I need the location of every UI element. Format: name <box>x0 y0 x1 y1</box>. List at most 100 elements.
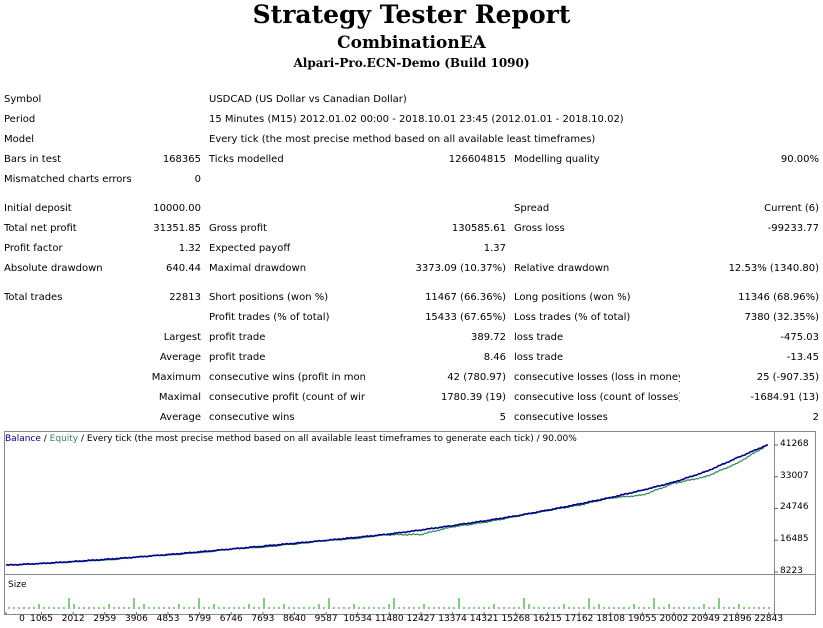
quality-label: Modelling quality <box>514 154 600 165</box>
rel-drawdown-value: 12.53% (1340.80) <box>728 263 820 274</box>
legend-sep: / <box>40 434 50 444</box>
maximal-loss-label: consecutive loss (count of losses) <box>514 392 680 403</box>
total-trades-label: Total trades <box>4 292 63 303</box>
largest-profit-value: 389.72 <box>471 332 506 343</box>
largest-loss-value: -475.03 <box>780 332 820 343</box>
legend-balance: Balance <box>5 434 41 444</box>
y-tick-label: 24746 <box>780 502 809 513</box>
y-tick-label: 33007 <box>780 470 809 481</box>
avg-cons-wins-value: 5 <box>499 412 506 423</box>
net-profit-value: 31351.85 <box>153 223 201 234</box>
mismatch-label: Mismatched charts errors <box>4 174 132 185</box>
row-largest: Largest profit trade 389.72 loss trade -… <box>0 328 823 348</box>
max-cons-wins-value: 42 (780.97) <box>447 372 506 383</box>
bars-value: 168365 <box>162 154 201 165</box>
largest-label: Largest <box>163 332 201 343</box>
initial-deposit-label: Initial deposit <box>4 203 72 214</box>
legend-description: / Every tick (the most precise method ba… <box>78 434 577 444</box>
maximal-profit-label: consecutive profit (count of wins) <box>209 392 365 403</box>
expected-payoff-label: Expected payoff <box>209 243 291 254</box>
max-drawdown-value: 3373.09 (10.37%) <box>415 263 506 274</box>
row-profit-trades: Profit trades (% of total) 15433 (67.65%… <box>0 308 823 328</box>
row-net-profit: Total net profit 31351.85 Gross profit 1… <box>0 219 823 239</box>
row-average: Average profit trade 8.46 loss trade -13… <box>0 348 823 368</box>
long-label: Long positions (won %) <box>514 292 631 303</box>
row-average-consecutive: Average consecutive wins 5 consecutive l… <box>0 408 823 428</box>
bars-label: Bars in test <box>4 154 61 165</box>
chart-frame <box>4 431 816 615</box>
x-tick-label: 0 <box>19 614 25 624</box>
expected-payoff-value: 1.37 <box>483 243 506 254</box>
gross-profit-label: Gross profit <box>209 223 267 234</box>
profit-factor-value: 1.32 <box>178 243 201 254</box>
maximal-loss-value: -1684.91 (13) <box>750 392 820 403</box>
equity-line <box>5 444 769 566</box>
net-profit-label: Total net profit <box>4 223 77 234</box>
legend-equity: Equity <box>49 434 79 444</box>
largest-loss-label: loss trade <box>514 332 564 343</box>
x-tick-label: 20949 <box>691 614 720 624</box>
x-tick-label: 8640 <box>283 614 306 624</box>
long-value: 11346 (68.96%) <box>738 292 820 303</box>
average-loss-value: -13.45 <box>786 352 820 363</box>
x-tick-label: 14321 <box>469 614 499 624</box>
balance-line <box>5 443 769 567</box>
x-tick-label: 4853 <box>156 614 180 624</box>
model-value: Every tick (the most precise method base… <box>209 134 596 145</box>
short-value: 11467 (66.36%) <box>425 292 506 303</box>
average-label: Average <box>159 352 201 363</box>
x-tick-label: 5799 <box>188 614 212 624</box>
rel-drawdown-label: Relative drawdown <box>514 263 610 274</box>
ticks-label: Ticks modelled <box>209 154 284 165</box>
x-tick-label: 7693 <box>251 614 275 624</box>
x-tick-label: 18108 <box>596 614 625 624</box>
profit-trades-label: Profit trades (% of total) <box>209 312 330 323</box>
server-name: Alpari-Pro.ECN-Demo (Build 1090) <box>293 56 530 70</box>
x-tick-label: 15268 <box>501 614 531 624</box>
spread-label: Spread <box>514 203 550 214</box>
max-cons-wins-label: consecutive wins (profit in money) <box>209 372 365 383</box>
x-tick-label: 22843 <box>754 614 784 624</box>
x-tick-label: 16215 <box>533 614 562 624</box>
x-tick-label: 2012 <box>61 614 85 624</box>
x-tick-label: 3906 <box>124 614 148 624</box>
profit-trades-value: 15433 (67.65%) <box>425 312 506 323</box>
ticks-value: 126604815 <box>448 154 506 165</box>
gross-profit-value: 130585.61 <box>451 223 506 234</box>
row-drawdown: Absolute drawdown 640.44 Maximal drawdow… <box>0 259 823 279</box>
average2-label: Average <box>159 412 201 423</box>
symbol-value: USDCAD (US Dollar vs Canadian Dollar) <box>209 94 407 105</box>
x-tick-label: 2959 <box>93 614 117 624</box>
abs-drawdown-label: Absolute drawdown <box>4 263 103 274</box>
average-loss-label: loss trade <box>514 352 564 363</box>
x-tick-label: 6746 <box>219 614 243 624</box>
maximal-label: Maximal <box>158 392 201 403</box>
x-tick-label: 10534 <box>343 614 373 624</box>
loss-trades-label: Loss trades (% of total) <box>514 312 631 323</box>
balance-chart <box>4 431 816 615</box>
row-total-trades: Total trades 22813 Short positions (won … <box>0 288 823 308</box>
row-deposit: Initial deposit 10000.00 Spread Current … <box>0 199 823 219</box>
row-period: Period 15 Minutes (M15) 2012.01.02 00:00… <box>0 110 823 130</box>
row-model: Model Every tick (the most precise metho… <box>0 130 823 150</box>
x-tick-label: 1065 <box>30 614 53 624</box>
expert-name: CombinationEA <box>337 33 486 53</box>
quality-value: 90.00% <box>780 154 820 165</box>
avg-cons-losses-label: consecutive losses <box>514 412 608 423</box>
initial-deposit-value: 10000.00 <box>153 203 201 214</box>
y-tick-label: 8223 <box>780 566 803 576</box>
period-label: Period <box>4 114 36 125</box>
period-value: 15 Minutes (M15) 2012.01.02 00:00 - 2018… <box>209 114 624 125</box>
x-tick-label: 12427 <box>406 614 436 624</box>
x-tick-label: 11480 <box>375 614 404 624</box>
avg-cons-wins-label: consecutive wins <box>209 412 295 423</box>
gross-loss-label: Gross loss <box>514 223 565 234</box>
chart-legend: Balance / Equity / Every tick (the most … <box>5 434 577 444</box>
spread-value: Current (6) <box>764 203 820 214</box>
row-mismatch: Mismatched charts errors 0 <box>0 170 823 190</box>
gross-loss-value: -99233.77 <box>767 223 820 234</box>
report-grid: Symbol USDCAD (US Dollar vs Canadian Dol… <box>0 90 823 428</box>
row-bars: Bars in test 168365 Ticks modelled 12660… <box>0 150 823 170</box>
size-panel-label: Size <box>8 580 27 590</box>
row-maximum: Maximum consecutive wins (profit in mone… <box>0 368 823 388</box>
